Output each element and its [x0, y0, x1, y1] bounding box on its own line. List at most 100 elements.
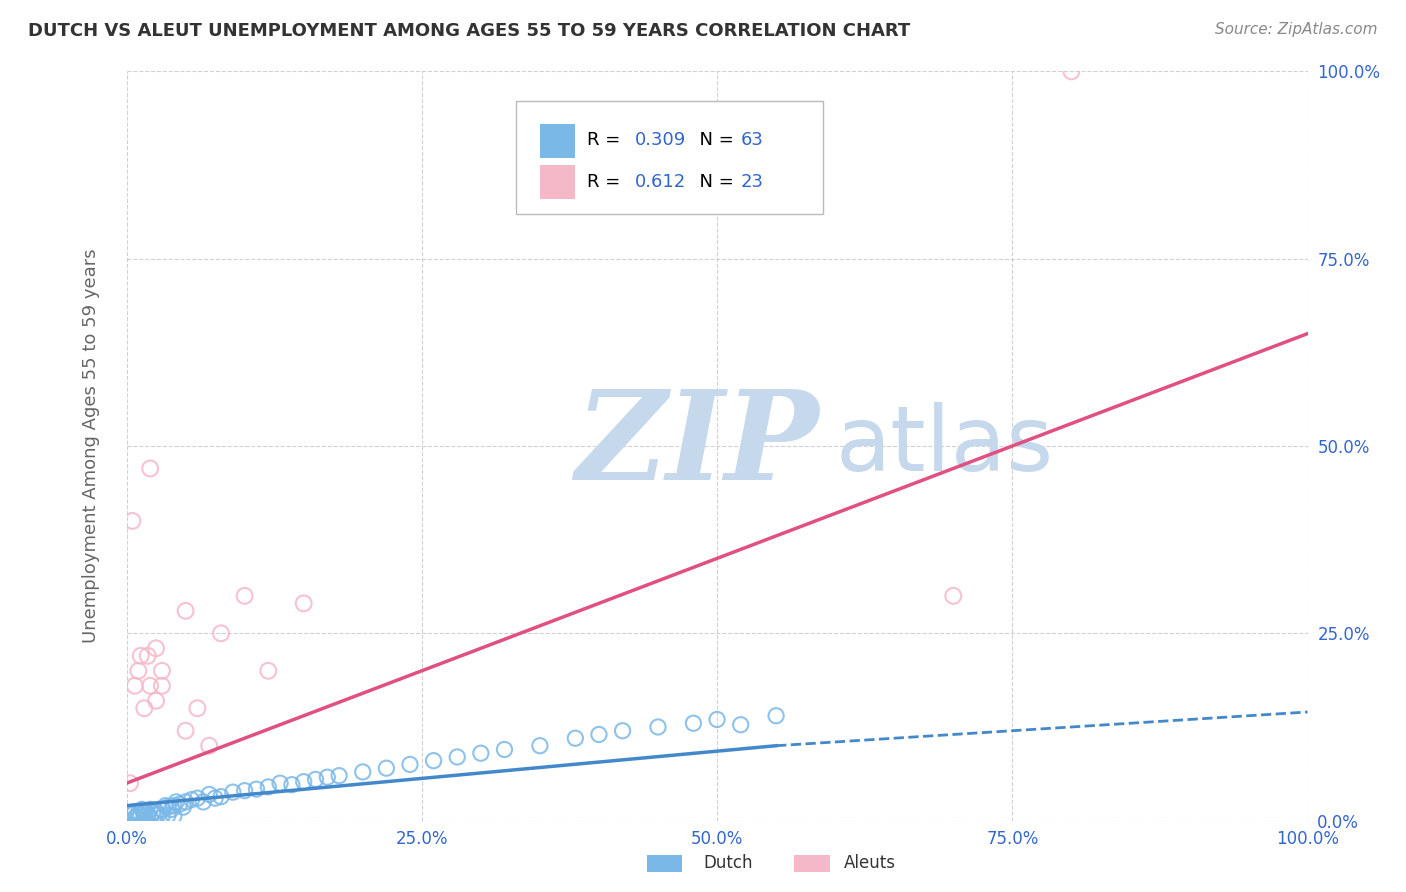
Point	[375, 761, 398, 775]
Point	[124, 679, 146, 693]
Point	[942, 589, 965, 603]
Point	[564, 731, 586, 746]
Point	[304, 772, 326, 787]
Text: N =: N =	[688, 173, 740, 191]
Point	[155, 798, 177, 813]
Point	[127, 664, 149, 678]
Point	[148, 807, 170, 822]
Point	[150, 802, 173, 816]
Point	[125, 810, 148, 824]
Point	[682, 716, 704, 731]
Text: 0.612: 0.612	[634, 173, 686, 191]
Point	[169, 797, 191, 812]
Point	[163, 809, 186, 823]
Point	[269, 776, 291, 790]
Point	[156, 808, 179, 822]
Point	[233, 589, 256, 603]
FancyBboxPatch shape	[516, 102, 824, 214]
FancyBboxPatch shape	[540, 165, 575, 199]
Point	[129, 807, 152, 822]
Point	[174, 723, 197, 738]
Point	[204, 791, 226, 805]
Point	[257, 780, 280, 794]
Point	[257, 664, 280, 678]
Point	[139, 811, 162, 825]
Point	[292, 774, 315, 789]
Point	[209, 789, 232, 804]
Point	[281, 778, 304, 792]
Point	[127, 811, 149, 825]
Point	[139, 679, 162, 693]
Point	[292, 596, 315, 610]
Point	[730, 717, 752, 731]
Point	[222, 785, 245, 799]
Point	[529, 739, 551, 753]
Point	[647, 720, 669, 734]
Text: N =: N =	[688, 131, 740, 149]
Point	[150, 679, 173, 693]
Point	[127, 806, 149, 821]
Point	[163, 798, 186, 813]
Point	[186, 791, 208, 805]
Point	[134, 805, 156, 819]
Point	[125, 810, 148, 824]
Point	[156, 800, 179, 814]
Point	[145, 807, 167, 822]
Point	[470, 746, 492, 760]
Point	[209, 626, 232, 640]
Point	[134, 701, 156, 715]
Text: DUTCH VS ALEUT UNEMPLOYMENT AMONG AGES 55 TO 59 YEARS CORRELATION CHART: DUTCH VS ALEUT UNEMPLOYMENT AMONG AGES 5…	[28, 22, 910, 40]
Text: 0.309: 0.309	[634, 131, 686, 149]
Point	[198, 739, 221, 753]
Point	[174, 604, 197, 618]
Point	[134, 806, 156, 821]
Point	[139, 802, 162, 816]
Point	[446, 750, 468, 764]
Text: Dutch: Dutch	[703, 855, 752, 872]
Text: ZIP: ZIP	[575, 385, 820, 507]
Point	[150, 810, 173, 824]
Point	[316, 770, 339, 784]
Point	[124, 805, 146, 819]
Point	[1060, 64, 1083, 78]
Point	[129, 648, 152, 663]
Point	[120, 806, 142, 821]
Text: 23: 23	[741, 173, 763, 191]
Point	[145, 694, 167, 708]
Point	[150, 664, 173, 678]
Point	[141, 806, 163, 821]
Point	[120, 776, 142, 790]
Point	[588, 727, 610, 741]
Text: Aleuts: Aleuts	[844, 855, 896, 872]
Y-axis label: Unemployment Among Ages 55 to 59 years: Unemployment Among Ages 55 to 59 years	[82, 249, 100, 643]
Point	[136, 807, 159, 822]
Point	[131, 802, 153, 816]
Point	[160, 802, 183, 816]
Point	[172, 800, 194, 814]
Point	[198, 788, 221, 802]
Point	[186, 701, 208, 715]
FancyBboxPatch shape	[540, 124, 575, 158]
Point	[134, 809, 156, 823]
Point	[612, 723, 634, 738]
Point	[180, 792, 202, 806]
Point	[328, 769, 350, 783]
Point	[165, 795, 187, 809]
Point	[706, 713, 728, 727]
Text: R =: R =	[588, 173, 626, 191]
Point	[193, 795, 215, 809]
Point	[145, 641, 167, 656]
Text: 63: 63	[741, 131, 763, 149]
Point	[145, 805, 167, 819]
Point	[174, 795, 197, 809]
Point	[139, 461, 162, 475]
Text: atlas: atlas	[835, 402, 1053, 490]
Point	[136, 648, 159, 663]
Text: Source: ZipAtlas.com: Source: ZipAtlas.com	[1215, 22, 1378, 37]
Point	[494, 742, 516, 756]
Point	[422, 754, 444, 768]
Point	[121, 807, 143, 822]
Point	[233, 783, 256, 797]
Point	[121, 514, 143, 528]
Point	[765, 708, 787, 723]
